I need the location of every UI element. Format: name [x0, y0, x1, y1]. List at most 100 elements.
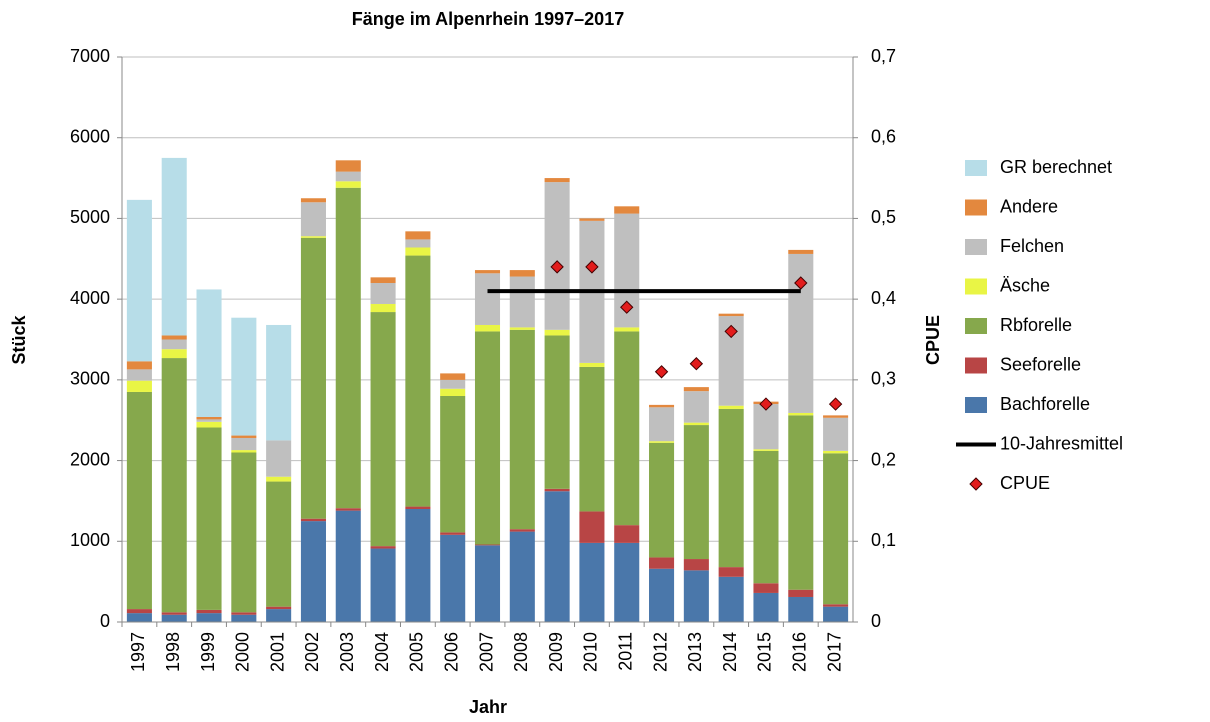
- x-tick-label: 2012: [650, 632, 670, 672]
- bar: [718, 567, 744, 577]
- bar: [683, 570, 709, 622]
- bar: [405, 231, 431, 240]
- y-tick-label: 2000: [70, 449, 110, 469]
- bar: [300, 521, 326, 622]
- bar: [579, 218, 605, 221]
- cpue-marker: [759, 397, 773, 411]
- bar: [126, 391, 152, 610]
- bar: [474, 270, 501, 274]
- bar: [683, 425, 709, 560]
- bar: [126, 613, 152, 622]
- bar: [649, 407, 675, 442]
- bar: [405, 239, 431, 248]
- bar: [405, 509, 431, 622]
- bar: [579, 362, 605, 367]
- bar: [231, 437, 257, 451]
- bar: [614, 327, 640, 332]
- legend-label: Rbforelle: [1000, 315, 1072, 335]
- bar: [161, 612, 187, 615]
- bar: [370, 283, 396, 304]
- bar: [683, 422, 709, 426]
- bar: [579, 366, 605, 512]
- bar: [440, 388, 466, 396]
- cpue-marker: [724, 324, 738, 339]
- bar: [196, 289, 222, 417]
- bar: [509, 276, 535, 328]
- x-tick-label: 2006: [441, 632, 461, 672]
- bar: [161, 339, 187, 350]
- bar: [300, 236, 326, 238]
- x-tick-label: 2015: [755, 632, 775, 672]
- y2-tick-label: 0,5: [871, 207, 896, 227]
- bar: [161, 349, 187, 359]
- legend-swatch: [969, 477, 983, 491]
- bar: [440, 532, 466, 535]
- bar: [509, 329, 535, 530]
- bar: [718, 408, 744, 568]
- bar: [196, 427, 222, 610]
- x-tick-label: 2003: [337, 632, 357, 672]
- bar: [474, 273, 501, 325]
- legend-label: Seeforelle: [1000, 354, 1081, 374]
- bar: [405, 247, 431, 256]
- bar: [126, 609, 152, 614]
- bar: [335, 171, 361, 182]
- bar: [788, 412, 814, 416]
- bar: [370, 546, 396, 549]
- bar: [370, 312, 396, 547]
- y-tick-label: 3000: [70, 369, 110, 389]
- x-tick-label: 1999: [198, 632, 218, 672]
- bar: [370, 277, 396, 283]
- y2-tick-label: 0,1: [871, 530, 896, 550]
- bar: [683, 391, 709, 423]
- y2-tick-label: 0: [871, 611, 881, 631]
- bar: [544, 335, 570, 489]
- bar: [649, 441, 675, 443]
- x-tick-label: 2007: [476, 632, 496, 672]
- bar: [544, 329, 570, 336]
- bar: [231, 612, 257, 615]
- bar: [614, 542, 640, 622]
- bar: [405, 255, 431, 507]
- bar: [335, 160, 361, 172]
- bar: [509, 270, 535, 277]
- legend-label: Bachforelle: [1000, 394, 1090, 414]
- bar: [753, 450, 779, 584]
- y2-tick-label: 0,6: [871, 126, 896, 146]
- bar: [753, 404, 779, 450]
- bar: [579, 542, 605, 622]
- bar: [474, 324, 501, 332]
- x-axis-label: Jahr: [469, 697, 507, 717]
- bar: [300, 237, 326, 519]
- bar: [614, 525, 640, 543]
- bar: [196, 419, 222, 422]
- y-tick-label: 7000: [70, 46, 110, 66]
- bar: [753, 583, 779, 593]
- x-tick-label: 2011: [615, 632, 635, 671]
- cpue-marker: [689, 357, 704, 371]
- bar: [823, 450, 849, 454]
- bar: [196, 609, 222, 614]
- bar: [544, 182, 570, 330]
- y-tick-label: 1000: [70, 530, 110, 550]
- bar: [266, 609, 292, 622]
- bar: [231, 450, 257, 453]
- bar: [544, 488, 570, 492]
- bar: [231, 614, 257, 622]
- bar: [126, 380, 152, 392]
- x-tick-label: 2010: [581, 632, 601, 672]
- bar: [440, 379, 466, 389]
- bar: [335, 510, 361, 622]
- bar: [196, 613, 222, 622]
- bar: [440, 396, 466, 533]
- x-tick-label: 2001: [267, 632, 287, 672]
- cpue-marker: [794, 276, 808, 290]
- x-tick-label: 2002: [302, 632, 322, 672]
- cpue-marker: [550, 260, 564, 274]
- bar: [474, 544, 501, 546]
- chart-title: Fänge im Alpenrhein 1997–2017: [352, 9, 624, 29]
- bar: [823, 417, 849, 451]
- bar: [649, 442, 675, 558]
- bar: [335, 187, 361, 509]
- legend-label: Felchen: [1000, 236, 1064, 256]
